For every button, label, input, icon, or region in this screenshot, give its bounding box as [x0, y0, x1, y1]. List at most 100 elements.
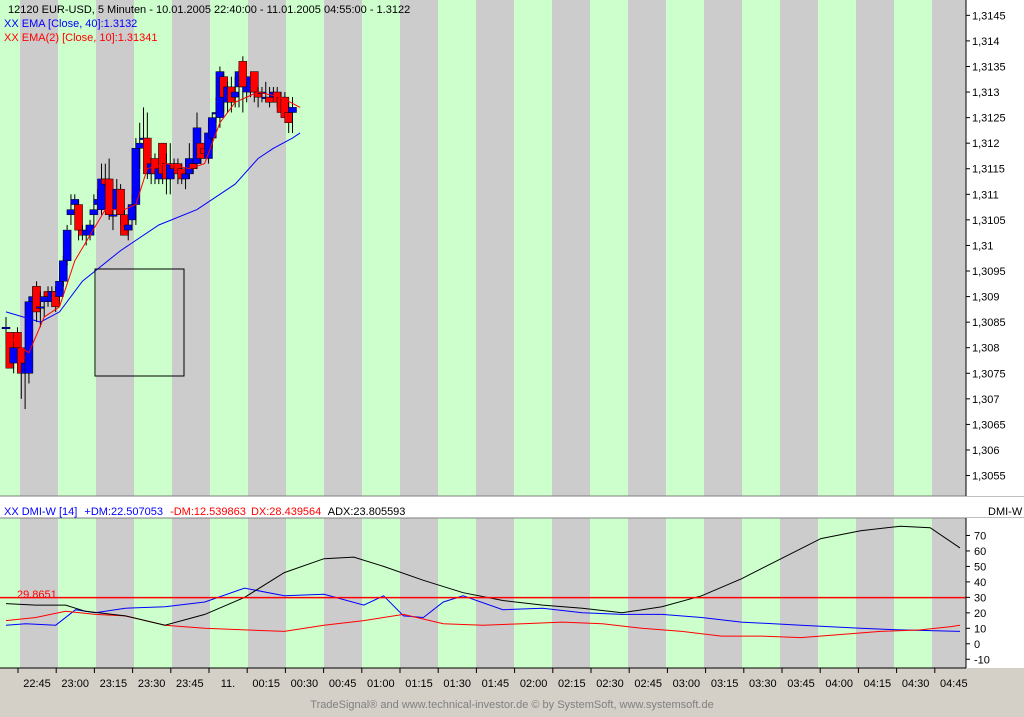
- time-tick-label: 00:45: [329, 678, 357, 690]
- time-tick-label: 03:45: [787, 678, 815, 690]
- time-tick-label: 04:45: [940, 678, 968, 690]
- price-tick-label: 1,306: [972, 445, 1000, 457]
- stripe-green: [666, 0, 704, 668]
- ema40-legend: XX EMA [Close, 40]:1.3132: [4, 18, 137, 30]
- candle-body: [123, 224, 133, 231]
- time-tick-label: 00:15: [252, 678, 280, 690]
- time-tick-label: 03:30: [749, 678, 777, 690]
- time-tick-label: 02:30: [596, 678, 624, 690]
- time-stripes: [0, 0, 932, 668]
- time-tick-label: 02:00: [520, 678, 548, 690]
- dmi-tick-label: 20: [974, 608, 986, 620]
- price-tick-label: 1,314: [972, 36, 1000, 48]
- price-tick-label: 1,3085: [972, 317, 1006, 329]
- chart-title: 12120 EUR-USD, 5 Minuten - 10.01.2005 22…: [8, 4, 410, 16]
- price-tick-label: 1,3055: [972, 471, 1006, 483]
- ema10-line: [5, 91, 301, 354]
- price-tick-label: 1,3145: [972, 10, 1006, 22]
- stripe-green: [590, 0, 628, 668]
- dmi-axis-panel: [966, 518, 1024, 668]
- price-tick-label: 1,307: [972, 394, 1000, 406]
- time-tick-label: 01:45: [482, 678, 510, 690]
- dmi-tick-label: 30: [974, 592, 986, 604]
- time-tick-label: 03:00: [673, 678, 701, 690]
- ema-lines-layer: [5, 91, 301, 354]
- dmi-prefix: XX DMI-W [14]: [4, 506, 77, 518]
- candle-body: [288, 107, 297, 113]
- price-tick-label: 1,3125: [972, 113, 1006, 125]
- candle-body: [230, 91, 240, 98]
- candle-body: [208, 117, 217, 139]
- stripe-green: [58, 0, 96, 668]
- stripe-green: [894, 0, 932, 668]
- price-tick-label: 1,3115: [972, 164, 1005, 176]
- dx-value: DX:28.439564: [251, 506, 321, 518]
- time-tick-label: 04:15: [864, 678, 892, 690]
- candle-body: [265, 96, 274, 103]
- candle-body: [55, 280, 64, 297]
- time-tick-label: 04:30: [902, 678, 930, 690]
- axes-layer: 1,3145 1,314 1,3135 1,313 1,3125 1,312 1,3115 1…: [0, 0, 1024, 690]
- stripe-green: [742, 0, 780, 668]
- minus-dm-value: -DM:12.539863: [170, 506, 246, 518]
- time-tick-label: 00:30: [291, 678, 319, 690]
- candle-body: [62, 229, 72, 262]
- stripe-green: [438, 0, 476, 668]
- candle-body: [238, 61, 248, 88]
- dmi-tick-label: 50: [974, 561, 986, 573]
- dmi-tick-label: 0: [974, 639, 980, 651]
- price-tick-label: 1,312: [972, 138, 1000, 150]
- ema40-line: [5, 132, 301, 323]
- candle-body: [39, 296, 49, 302]
- candle-body: [24, 301, 34, 374]
- time-tick-label: 23:15: [100, 678, 128, 690]
- selection-rectangle[interactable]: [94, 268, 185, 377]
- stripe-green: [818, 0, 856, 668]
- price-panel: [0, 495, 1024, 519]
- time-tick-label: 02:45: [634, 678, 662, 690]
- time-tick-label: 03:15: [711, 678, 739, 690]
- time-tick-label: 23:30: [138, 678, 166, 690]
- time-tick-label: 01:00: [367, 678, 395, 690]
- candle-body: [284, 112, 293, 123]
- candle-body: [135, 142, 144, 149]
- price-tick-label: 1,308: [972, 343, 1000, 355]
- price-axis-panel: [966, 0, 1024, 496]
- time-tick-label: 22:45: [23, 678, 51, 690]
- stripe-green: [286, 0, 324, 668]
- adx-line: [5, 525, 961, 626]
- dmi-panel-title: DMI-W: [988, 506, 1023, 518]
- candle-body: [108, 214, 118, 217]
- candle-body: [89, 209, 99, 216]
- dmi-tick-label: 60: [974, 546, 986, 558]
- candle-body: [36, 306, 45, 309]
- price-tick-label: 1,313: [972, 87, 1000, 99]
- stripe-green: [514, 0, 552, 668]
- candle-body: [13, 332, 22, 348]
- time-tick-label: 01:15: [405, 678, 433, 690]
- price-tick-label: 1,31: [972, 240, 993, 252]
- dmi-tick-label: -10: [974, 654, 990, 666]
- price-tick-label: 1,3075: [972, 368, 1006, 380]
- footer-copyright: TradeSignal® and www.technical-investor.…: [310, 699, 713, 711]
- price-tick-label: 1,3105: [972, 215, 1006, 227]
- price-tick-label: 1,309: [972, 292, 1000, 304]
- candles-layer: [1, 56, 297, 410]
- candle-body: [70, 199, 80, 205]
- candle-body: [9, 347, 18, 364]
- adx-value: ADX:23.805593: [328, 506, 406, 518]
- dmi-legend: XX DMI-W [14] +DM:22.507053 -DM:12.53986…: [4, 506, 405, 518]
- candle-body: [66, 209, 76, 216]
- plus-dm-value: +DM:22.507053: [84, 506, 163, 518]
- candle-body: [127, 204, 137, 221]
- price-tick-label: 1,3095: [972, 266, 1006, 278]
- time-tick-label: 04:00: [825, 678, 853, 690]
- price-tick-label: 1,311: [972, 189, 999, 201]
- dmi-tick-label: 40: [974, 577, 986, 589]
- price-tick-label: 1,3065: [972, 419, 1006, 431]
- time-tick-label: 23:00: [61, 678, 89, 690]
- time-tick-label: 02:15: [558, 678, 586, 690]
- dmi-tick-label: 70: [974, 530, 986, 542]
